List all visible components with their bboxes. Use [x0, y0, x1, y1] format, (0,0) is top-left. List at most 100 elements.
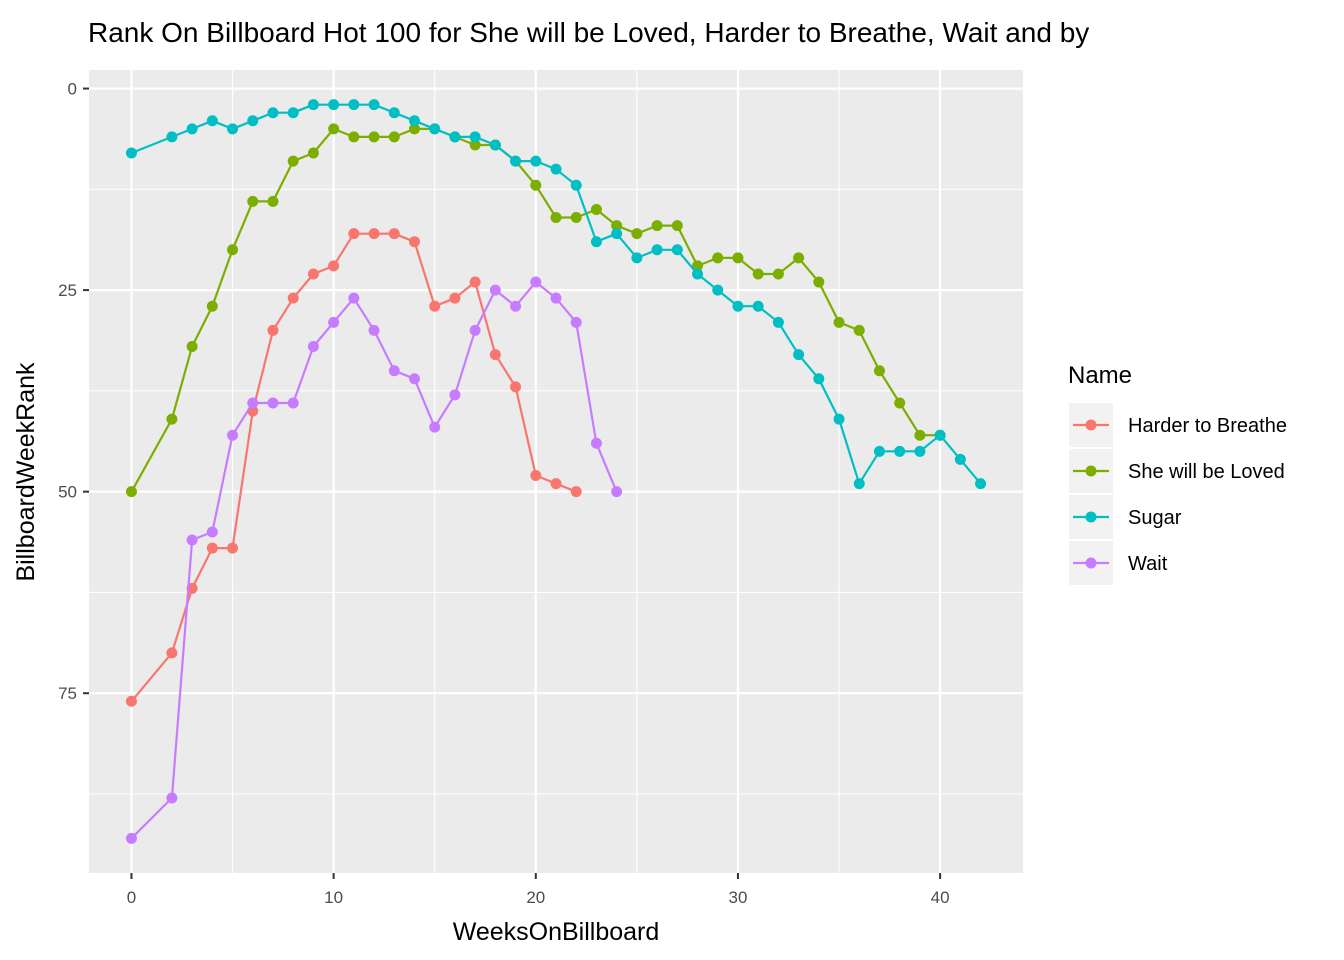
data-point-harder-to-breathe [449, 292, 461, 304]
legend-label: Sugar [1128, 507, 1182, 529]
data-point-sugar [570, 179, 582, 191]
data-point-she-will-be-loved [712, 252, 724, 264]
legend-label: Wait [1128, 553, 1168, 575]
data-point-she-will-be-loved [752, 268, 764, 280]
data-point-sugar [489, 139, 501, 151]
data-point-she-will-be-loved [914, 429, 926, 441]
data-point-sugar [267, 107, 279, 119]
data-point-wait [570, 316, 582, 328]
axes: 0 10 20 30 40 0 25 50 75 [58, 80, 949, 907]
x-tick-label: 40 [931, 888, 950, 907]
data-point-sugar [227, 123, 239, 135]
data-point-she-will-be-loved [570, 212, 582, 224]
data-point-she-will-be-loved [125, 486, 137, 498]
data-point-harder-to-breathe [510, 381, 522, 393]
data-point-harder-to-breathe [429, 300, 441, 312]
data-point-sugar [449, 131, 461, 143]
legend-key-point [1085, 557, 1097, 569]
legend-label: Harder to Breathe [1128, 415, 1287, 437]
data-point-sugar [712, 284, 724, 296]
series-she-will-be-loved [125, 123, 946, 498]
data-point-wait [590, 437, 602, 449]
data-point-she-will-be-loved [631, 228, 643, 240]
data-point-sugar [408, 115, 420, 127]
data-point-sugar [894, 445, 906, 457]
data-point-wait [247, 397, 259, 409]
data-point-sugar [671, 244, 683, 256]
data-point-sugar [793, 349, 805, 361]
data-point-wait [348, 292, 360, 304]
data-point-wait [328, 316, 340, 328]
minor-gridlines [89, 70, 1023, 873]
legend-label: She will be Loved [1128, 461, 1285, 483]
data-point-sugar [651, 244, 663, 256]
data-point-she-will-be-loved [348, 131, 360, 143]
data-point-she-will-be-loved [671, 220, 683, 232]
legend-item-wait: Wait [1069, 541, 1168, 585]
data-point-she-will-be-loved [894, 397, 906, 409]
x-tick-label: 0 [127, 888, 136, 907]
data-point-harder-to-breathe [348, 228, 360, 240]
data-point-she-will-be-loved [813, 276, 825, 288]
data-point-wait [388, 365, 400, 377]
data-point-sugar [328, 99, 340, 111]
data-point-wait [530, 276, 542, 288]
data-point-harder-to-breathe [368, 228, 380, 240]
data-point-sugar [348, 99, 360, 111]
data-point-sugar [247, 115, 259, 127]
series-line-she-will-be-loved [130, 127, 941, 493]
series-line-harder-to-breathe [130, 232, 577, 703]
legend-item-she-will-be-loved: She will be Loved [1069, 449, 1285, 493]
legend-title: Name [1068, 362, 1132, 389]
data-point-sugar [510, 155, 522, 167]
legend-key-point [1085, 419, 1097, 431]
data-point-wait [166, 792, 178, 804]
data-point-she-will-be-loved [328, 123, 340, 135]
data-point-wait [307, 341, 319, 353]
data-point-wait [227, 429, 239, 441]
major-gridlines [89, 70, 1023, 873]
data-point-wait [125, 832, 137, 844]
data-point-sugar [611, 228, 623, 240]
data-point-sugar [429, 123, 441, 135]
data-point-sugar [307, 99, 319, 111]
data-point-she-will-be-loved [793, 252, 805, 264]
data-point-harder-to-breathe [570, 486, 582, 498]
data-point-wait [429, 421, 441, 433]
data-point-sugar [975, 478, 987, 490]
data-point-she-will-be-loved [772, 268, 784, 280]
data-point-wait [469, 324, 481, 336]
data-point-harder-to-breathe [388, 228, 400, 240]
data-point-harder-to-breathe [267, 324, 279, 336]
data-point-sugar [287, 107, 299, 119]
legend-item-harder-to-breathe: Harder to Breathe [1069, 403, 1287, 447]
data-point-wait [449, 389, 461, 401]
data-point-harder-to-breathe [287, 292, 299, 304]
data-point-she-will-be-loved [408, 123, 420, 135]
data-point-she-will-be-loved [388, 131, 400, 143]
data-point-she-will-be-loved [227, 244, 239, 256]
data-point-sugar [368, 99, 380, 111]
data-point-she-will-be-loved [530, 179, 542, 191]
data-point-she-will-be-loved [651, 220, 663, 232]
y-tick-label: 50 [58, 483, 77, 502]
data-point-wait [489, 284, 501, 296]
data-point-she-will-be-loved [833, 316, 845, 328]
data-point-sugar [590, 236, 602, 248]
data-point-wait [510, 300, 522, 312]
data-point-wait [368, 324, 380, 336]
data-point-she-will-be-loved [166, 413, 178, 425]
y-tick-label: 0 [68, 80, 77, 99]
data-point-harder-to-breathe [489, 349, 501, 361]
data-point-sugar [934, 429, 946, 441]
data-point-harder-to-breathe [469, 276, 481, 288]
y-tick-label: 75 [58, 684, 77, 703]
data-point-sugar [206, 115, 218, 127]
data-point-sugar [388, 107, 400, 119]
series-wait [125, 276, 623, 844]
data-point-wait [206, 526, 218, 538]
data-point-she-will-be-loved [247, 195, 259, 207]
data-point-wait [287, 397, 299, 409]
data-point-sugar [530, 155, 542, 167]
data-point-sugar [873, 445, 885, 457]
